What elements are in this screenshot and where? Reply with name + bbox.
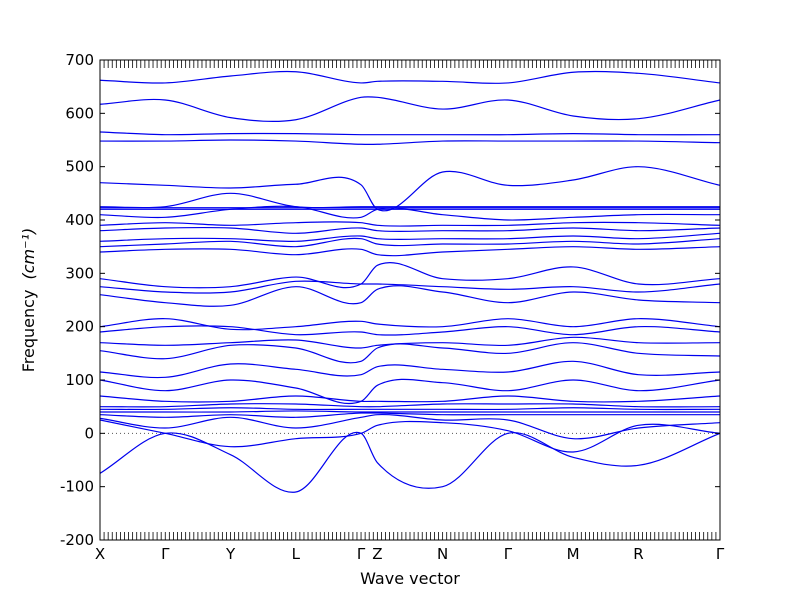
band-line-30 (100, 96, 720, 123)
band-line-17 (100, 262, 720, 289)
band-line-16 (100, 280, 720, 294)
band-line-9 (100, 378, 720, 405)
x-tick-label: M (567, 545, 580, 563)
y-axis-ticks: -200 -100 0 100 200 300 400 500 600 700 (60, 51, 720, 549)
y-tick-label: 200 (65, 318, 94, 336)
x-axis-label: Wave vector (360, 569, 460, 588)
band-line-23 (100, 205, 720, 221)
minor-ticks (99, 60, 721, 540)
y-tick-label: 700 (65, 51, 94, 69)
band-line-15 (100, 285, 720, 307)
y-axis-label-group: Frequency (cm⁻¹) (19, 228, 38, 372)
band-line-26 (100, 192, 720, 209)
y-tick-label: 500 (65, 158, 94, 176)
y-tick-label: 300 (65, 264, 94, 282)
band-line-10 (100, 360, 720, 379)
y-axis-unit: (cm⁻¹) (19, 228, 38, 280)
band-line-12 (100, 336, 720, 349)
band-line-4 (100, 412, 720, 418)
x-tick-label: X (95, 545, 105, 563)
plot-frame (99, 59, 721, 541)
band-line-27 (100, 166, 720, 212)
x-tick-label: Γ (161, 545, 170, 563)
phonon-bands (100, 70, 720, 493)
band-line-20 (100, 232, 720, 242)
band-line-11 (100, 342, 720, 364)
x-tick-label: Γ (716, 545, 725, 563)
band-line-22 (100, 221, 720, 227)
y-tick-label: 100 (65, 371, 94, 389)
band-line-6 (100, 407, 720, 411)
y-tick-label: -200 (60, 531, 94, 549)
band-line-5 (100, 410, 720, 413)
band-line-31 (100, 70, 720, 84)
x-tick-label: Z (372, 545, 382, 563)
x-tick-label: L (292, 545, 301, 563)
band-line-21 (100, 226, 720, 234)
x-tick-label: R (633, 545, 643, 563)
band-line-29 (100, 131, 720, 136)
band-line-14 (100, 318, 720, 331)
y-tick-label: -100 (60, 478, 94, 496)
y-tick-label: 0 (84, 424, 94, 442)
x-tick-label: N (437, 545, 448, 563)
band-line-8 (100, 395, 720, 403)
band-line-28 (100, 139, 720, 145)
x-tick-label: Γ (504, 545, 513, 563)
y-tick-label: 400 (65, 211, 94, 229)
x-tick-label: Y (225, 545, 236, 563)
band-line-2 (100, 419, 720, 453)
band-line-1 (100, 431, 720, 493)
band-line-13 (100, 325, 720, 336)
band-line-18 (100, 246, 720, 257)
svg-text:Frequency (cm⁻¹): Frequency (cm⁻¹) (19, 228, 38, 372)
band-line-19 (100, 237, 720, 248)
y-axis-label: Frequency (19, 290, 38, 373)
band-line-3 (100, 413, 720, 440)
x-tick-label: Γ (357, 545, 366, 563)
band-line-7 (100, 403, 720, 408)
y-tick-label: 600 (65, 104, 94, 122)
